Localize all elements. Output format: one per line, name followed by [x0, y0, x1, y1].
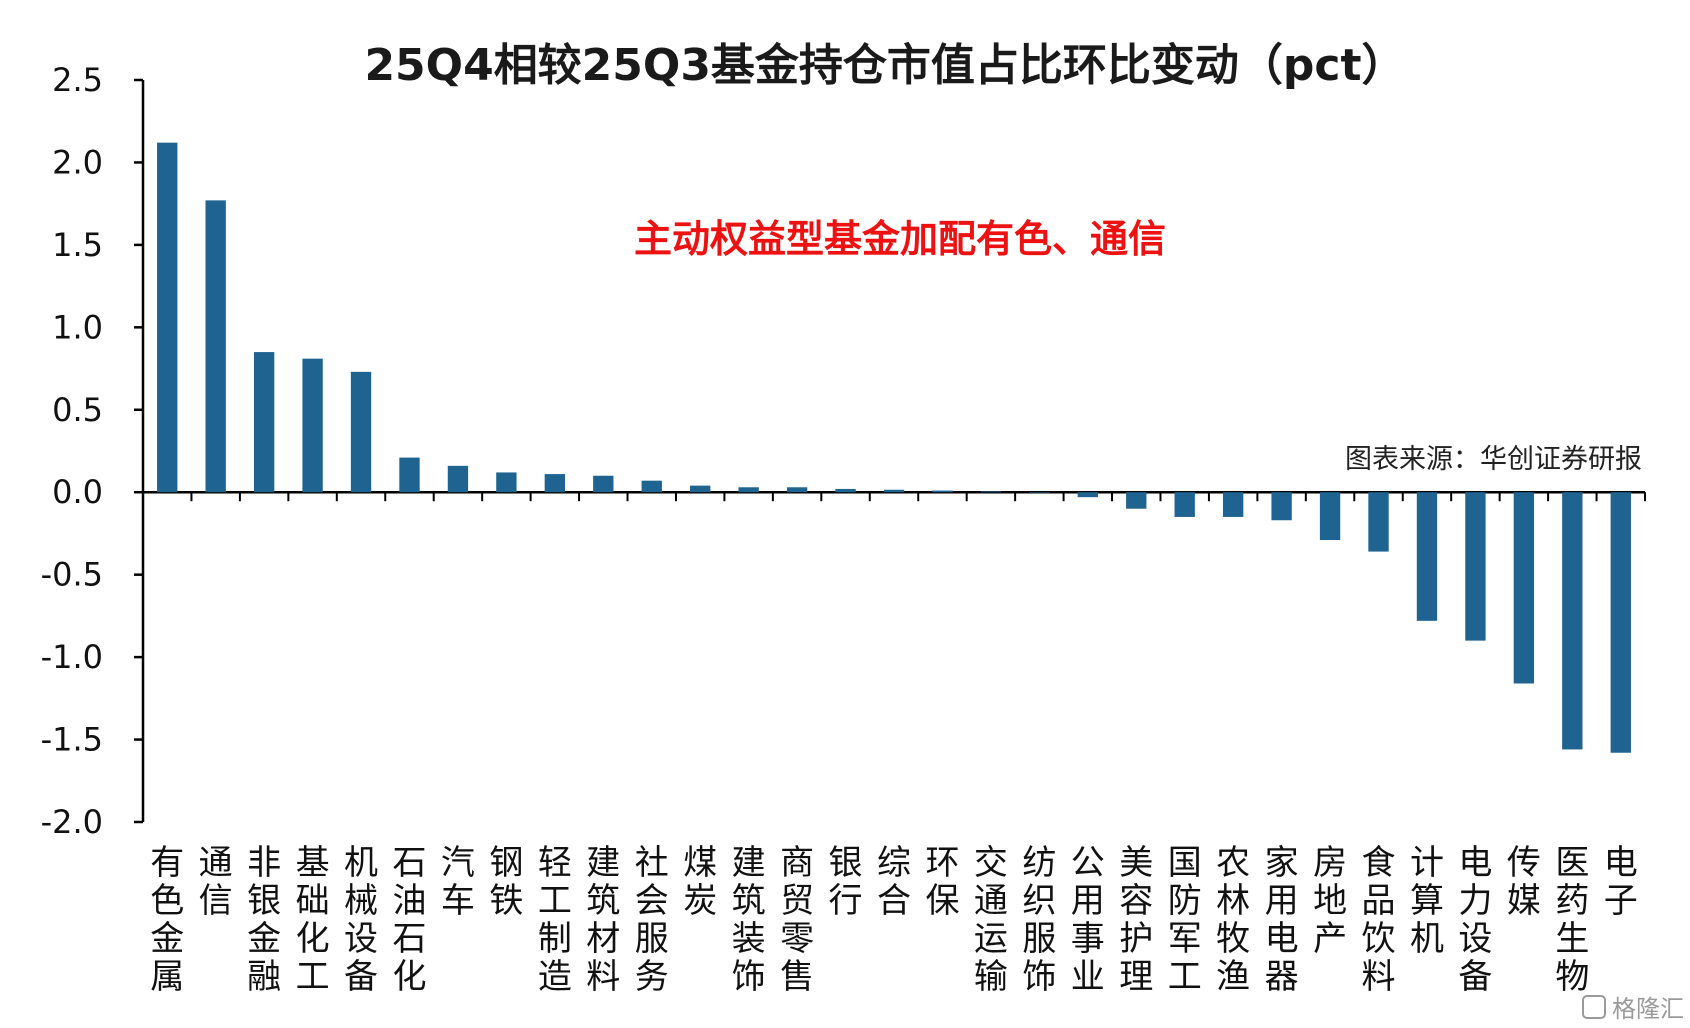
watermark-text: 格隆汇: [1612, 995, 1684, 1023]
y-tick-label: 0.0: [52, 473, 103, 511]
bar: [1562, 492, 1583, 750]
x-tick-label: 计算机: [1410, 843, 1444, 959]
bar: [350, 371, 372, 493]
y-axis: 2.5 2.0 1.5 1.0 0.5 0.0 -0.5 -1.0 -1.5 -2.0: [41, 61, 145, 841]
y-tick-label: -1.0: [41, 638, 103, 676]
x-tick-label: 电力设备: [1458, 843, 1492, 997]
bar: [496, 472, 517, 493]
bar: [1222, 492, 1244, 517]
chart-title: 25Q4相较25Q3基金持仓市值占比环比变动（pct）: [364, 40, 1405, 91]
bar: [1029, 492, 1050, 493]
bar: [1126, 492, 1147, 509]
x-tick-label: 银行: [829, 843, 863, 921]
x-tick-label: 建筑装饰: [732, 843, 766, 997]
x-tick-label: 机械设备: [344, 843, 378, 997]
bar: [932, 490, 953, 493]
x-tick-label: 国防军工: [1168, 843, 1202, 997]
bar: [544, 474, 566, 493]
x-tick-label: 轻工制造: [538, 843, 572, 997]
x-tick-label: 公用事业: [1071, 843, 1105, 997]
y-tick-label: 1.0: [52, 308, 103, 346]
x-tick-label: 非银金融: [247, 843, 281, 997]
x-tick-label: 石油石化: [392, 843, 426, 997]
x-tick-label: 传媒: [1507, 843, 1541, 921]
x-tick-label: 商贸零售: [780, 843, 814, 997]
y-tick-label: 2.5: [52, 61, 103, 99]
bar: [1416, 492, 1438, 621]
y-tick-label: 2.0: [52, 143, 103, 181]
bar: [1513, 492, 1535, 684]
x-tick-label: 建筑材料: [586, 843, 620, 997]
bar: [1465, 492, 1486, 641]
bar: [205, 200, 226, 493]
bar: [738, 487, 759, 493]
bar: [786, 487, 808, 493]
x-tick-label: 综合: [877, 843, 911, 921]
x-tick-label: 食品饮料: [1362, 843, 1396, 997]
x-tick-label: 环保: [925, 843, 959, 921]
source-note: 图表来源：华创证券研报: [1345, 444, 1642, 475]
x-tick-label: 有色金属: [150, 843, 184, 997]
bar: [883, 489, 905, 493]
bar: [157, 142, 178, 493]
x-tick-label: 社会服务: [635, 843, 669, 997]
bar: [593, 475, 614, 493]
x-tick-label: 交通运输: [974, 843, 1008, 997]
bar: [1077, 492, 1098, 498]
x-tick-label: 汽车: [441, 843, 475, 921]
x-tick-label: 房地产: [1313, 843, 1347, 959]
bar: [1368, 492, 1389, 552]
bar: [302, 358, 323, 493]
bar: [835, 488, 856, 493]
y-tick-label: 1.5: [52, 226, 103, 264]
bar: [690, 485, 711, 493]
watermark-logo: 格隆汇: [1582, 995, 1684, 1023]
bar: [399, 457, 420, 493]
x-tick-label: 通信: [199, 843, 233, 921]
x-tick-label: 农林牧渔: [1216, 843, 1250, 997]
x-tick-label: 美容护理: [1119, 843, 1153, 997]
bar: [447, 465, 469, 493]
y-tick-label: 0.5: [52, 391, 103, 429]
x-tick-label: 医药生物: [1555, 843, 1589, 997]
y-tick-label: -0.5: [41, 556, 103, 594]
bar: [253, 352, 275, 493]
chart-annotation: 主动权益型基金加配有色、通信: [634, 217, 1166, 261]
x-tick-label: 纺织服饰: [1022, 843, 1056, 997]
x-tick-label: 钢铁: [489, 843, 523, 921]
bar: [1319, 492, 1341, 541]
bar: [1174, 492, 1195, 517]
x-tick-label: 基础化工: [296, 843, 330, 997]
y-tick-label: -1.5: [41, 721, 103, 759]
x-tick-label: 家用电器: [1265, 843, 1299, 997]
x-tick-label: 电子: [1604, 843, 1638, 921]
x-tick-label: 煤炭: [683, 843, 717, 921]
category-labels: 有色金属通信非银金融基础化工机械设备石油石化汽车钢铁轻工制造建筑材料社会服务煤炭…: [150, 843, 1638, 997]
bar: [1610, 492, 1631, 753]
y-tick-label: -2.0: [41, 803, 103, 841]
bar-series: [157, 142, 1631, 753]
bar: [980, 491, 1002, 493]
bar: [641, 480, 662, 493]
bar: [1271, 492, 1292, 521]
